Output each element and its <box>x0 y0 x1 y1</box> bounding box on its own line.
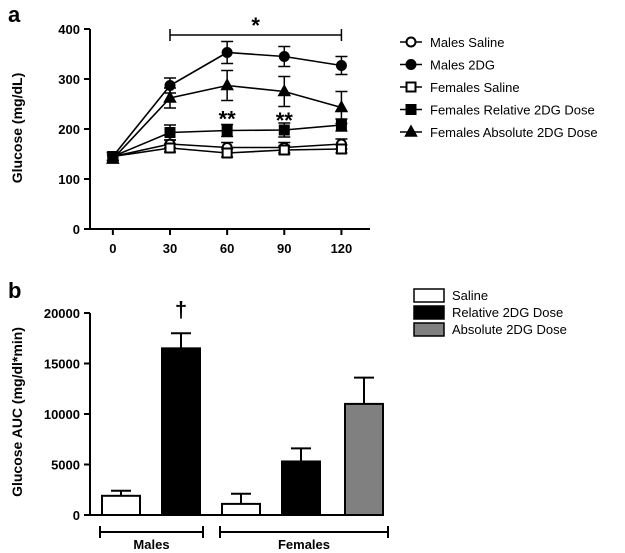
panel-b-axes: 0 5000 10000 15000 20000 <box>44 306 375 523</box>
panel-a-y-tick-label: 200 <box>58 122 80 137</box>
panel-a-label: a <box>8 2 21 27</box>
data-point-females-relative-2dg-dose <box>164 127 176 138</box>
panel-a-y-tick-label: 100 <box>58 172 80 187</box>
legend-label-males-2dg: Males 2DG <box>430 58 495 73</box>
legend-label-females-absolute-2dg-dose: Females Absolute 2DG Dose <box>430 125 598 140</box>
panel-b-bar-chart: b Glucose AUC (mg/dl*min) 0 5000 10000 1500… <box>8 278 567 552</box>
panel-b-bars <box>101 332 384 517</box>
legend-marker-females-absolute-2dg-dose <box>404 124 418 137</box>
panel-a-x-tick-label: 60 <box>220 241 234 256</box>
data-point-males-2dg <box>335 60 347 71</box>
panel-a-x-tick-label: 90 <box>277 241 291 256</box>
group-label-males: Males <box>133 537 169 552</box>
panel-b-y-tick-label: 0 <box>73 508 80 523</box>
series-females-absolute-2dg-dose <box>106 69 349 164</box>
data-point-females-saline <box>221 147 233 159</box>
bar-males-relative-2dg-dose <box>161 347 201 516</box>
legend-label-relative-2dg-dose: Relative 2DG Dose <box>452 305 563 320</box>
data-point-females-relative-2dg-dose <box>221 125 233 136</box>
panel-b-y-tick-label: 10000 <box>44 407 80 422</box>
data-point-females-absolute-2dg-dose <box>106 151 120 164</box>
panel-a-x-tick-label: 30 <box>163 241 177 256</box>
data-point-females-saline <box>335 143 347 155</box>
panel-a-x-tick-label: 120 <box>331 241 353 256</box>
legend-marker-females-saline <box>405 81 417 93</box>
bar-males-saline <box>101 494 141 516</box>
bar-females-absolute-2dg-dose <box>344 402 384 516</box>
legend-swatch-saline <box>413 288 445 303</box>
legend-label-females-relative-2dg-dose: Females Relative 2DG Dose <box>430 103 595 118</box>
legend-swatch-relative-2dg-dose <box>413 305 445 320</box>
panel-a-line-chart: a Glucose (mg/dL) 0 100 200 300 400 0 30 60 90 12… <box>8 2 598 256</box>
panel-a-series <box>106 40 349 164</box>
legend-marker-males-2dg <box>405 59 417 70</box>
panel-a-y-tick-label: 300 <box>58 72 80 87</box>
significance-marker: † <box>175 297 187 322</box>
data-point-females-absolute-2dg-dose <box>277 83 292 97</box>
legend-marker-males-saline <box>405 36 417 48</box>
legend-label-males-saline: Males Saline <box>430 35 504 50</box>
data-point-females-absolute-2dg-dose <box>334 99 349 113</box>
data-point-males-2dg <box>221 47 233 58</box>
legend-marker-females-relative-2dg-dose <box>405 104 417 115</box>
panel-a-legend: Males Saline Males 2DG Females Saline Femal… <box>400 35 598 140</box>
legend-label-females-saline: Females Saline <box>430 80 520 95</box>
panel-b-y-tick-label: 20000 <box>44 306 80 321</box>
significance-marker: * <box>251 13 260 38</box>
data-point-females-saline <box>164 142 176 154</box>
panel-a-y-tick-label: 0 <box>73 222 80 237</box>
significance-marker: ** <box>219 107 237 132</box>
panel-b-legend: Saline Relative 2DG Dose Absolute 2DG Dose <box>413 288 567 337</box>
legend-swatch-absolute-2dg-dose <box>413 322 445 337</box>
series-line-males-2dg <box>112 51 342 158</box>
panel-b-annotations: † <box>175 297 187 322</box>
panel-a-y-tick-label: 400 <box>58 22 80 37</box>
legend-label-absolute-2dg-dose: Absolute 2DG Dose <box>452 322 567 337</box>
panel-a-y-axis-title: Glucose (mg/dL) <box>9 73 25 183</box>
data-point-females-absolute-2dg-dose <box>220 77 234 91</box>
panel-a-axes: 0 100 200 300 400 0 30 60 90 120 <box>58 22 370 256</box>
panel-b-y-tick-label: 15000 <box>44 357 80 372</box>
data-point-males-2dg <box>278 51 290 62</box>
data-point-females-absolute-2dg-dose <box>163 90 177 103</box>
significance-marker: ** <box>276 108 294 133</box>
group-label-females: Females <box>278 537 330 552</box>
bar-females-saline <box>221 502 261 517</box>
data-point-females-relative-2dg-dose <box>278 124 290 136</box>
panel-a-annotations: *** ** <box>169 13 343 133</box>
panel-a-x-tick-label: 0 <box>109 241 116 256</box>
bar-females-relative-2dg-dose <box>281 460 321 516</box>
data-point-females-saline <box>278 144 290 156</box>
legend-label-saline: Saline <box>452 288 488 303</box>
series-females-saline <box>106 142 348 162</box>
panel-b-group-brackets: Males Females <box>99 526 389 552</box>
panel-b-label: b <box>8 278 21 303</box>
panel-b-y-axis-title: Glucose AUC (mg/dl*min) <box>9 327 25 497</box>
panel-b-y-tick-label: 5000 <box>51 458 80 473</box>
